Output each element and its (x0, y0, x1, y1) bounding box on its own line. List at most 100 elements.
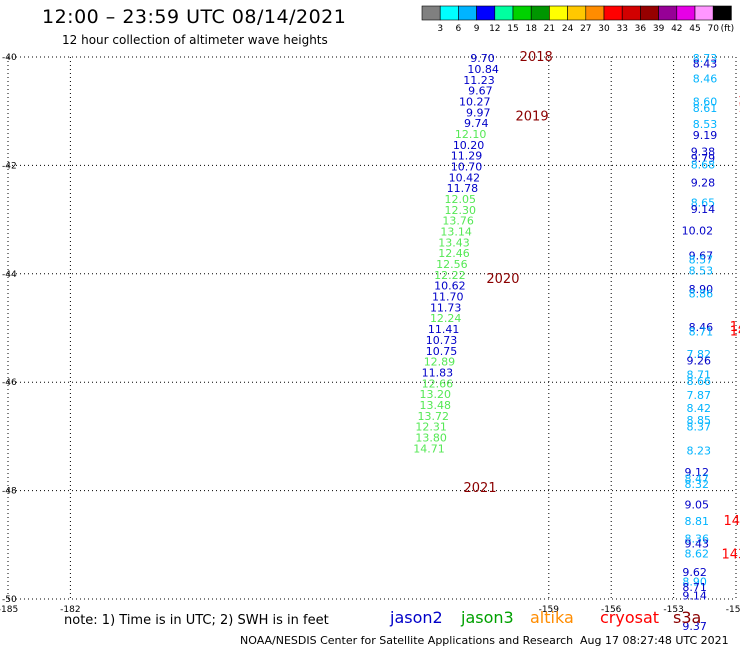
color-scale-swatch (421, 5, 441, 21)
color-scale-label: 70 (707, 24, 719, 34)
wave-height-point: 8.71 (687, 369, 712, 382)
wave-height-point: 8.73 (693, 52, 718, 65)
color-scale-label: 3 (437, 24, 443, 34)
wave-height-point: 8.53 (693, 118, 718, 131)
track-time-label: 2019 (516, 110, 549, 125)
satellite-legend-s3a: s3a (673, 608, 702, 627)
credit-line: NOAA/NESDIS Center for Satellite Applica… (240, 634, 574, 647)
wave-height-point: 9.62 (682, 566, 707, 579)
color-scale-swatch (530, 5, 550, 21)
wave-height-point: 8.90 (689, 283, 714, 296)
y-tick-label: -40 (2, 53, 17, 63)
wave-height-point: 8.46 (693, 73, 718, 86)
wave-height-point: 9.70 (470, 52, 495, 65)
color-scale-label: 45 (689, 24, 700, 34)
track-time-label: 1428 (738, 94, 740, 109)
wave-height-point: 12.05 (445, 193, 477, 206)
color-scale-swatch (585, 5, 605, 21)
wave-height-point: 8.46 (689, 321, 714, 334)
wave-height-point: 8.86 (689, 287, 714, 300)
wave-height-point: 8.71 (689, 325, 714, 338)
color-scale-unit: (ft) (721, 24, 735, 34)
wave-height-point: 10.75 (426, 345, 458, 358)
wave-height-point: 8.62 (684, 547, 709, 560)
chart-title: 12:00 – 23:59 UTC 08/14/2021 (42, 6, 347, 28)
color-scale-label: 21 (544, 24, 555, 34)
generation-timestamp: Aug 17 08:27:48 UTC 2021 (580, 634, 729, 647)
track-time-label: 2018 (520, 50, 553, 65)
track-time-label: 1428 (738, 101, 740, 116)
x-tick-label: -156 (601, 605, 622, 615)
color-scale-label: 42 (671, 24, 682, 34)
footer-note: note: 1) Time is in UTC; 2) SWH is in fe… (64, 613, 329, 628)
satellite-legend-jason3: jason3 (461, 608, 514, 627)
wave-height-point: 8.81 (684, 515, 709, 528)
wave-height-point: 8.68 (691, 158, 716, 171)
color-scale-swatch (603, 5, 623, 21)
color-scale-label: 27 (580, 24, 591, 34)
wave-height-point: 10.02 (682, 224, 714, 237)
wave-height-point: 9.14 (682, 590, 707, 603)
wave-height-point: 13.76 (442, 215, 474, 228)
color-scale-swatch (621, 5, 641, 21)
color-scale-label: 9 (474, 24, 480, 34)
wave-height-point: 10.73 (426, 334, 458, 347)
x-tick-label: -153 (663, 605, 683, 615)
wave-height-point: 10.20 (453, 139, 485, 152)
wave-height-point: 11.73 (430, 301, 462, 314)
wave-height-point: 9.14 (691, 203, 716, 216)
wave-height-point: 12.31 (415, 421, 447, 434)
color-scale-swatch (694, 5, 714, 21)
track-time-label: 1429 (730, 324, 740, 339)
color-scale-swatch (676, 5, 696, 21)
wave-height-point: 11.41 (428, 323, 460, 336)
x-tick-label: -150 (726, 605, 740, 615)
track-time-label: 2020 (486, 272, 519, 287)
y-tick-label: -44 (2, 270, 17, 280)
y-tick-label: -42 (2, 161, 17, 171)
color-scale-swatch (494, 5, 514, 21)
x-tick-label: -159 (539, 605, 560, 615)
wave-height-point: 11.78 (447, 182, 479, 195)
wave-height-point: 8.32 (684, 478, 709, 491)
wave-height-point: 14.71 (413, 442, 445, 455)
wave-height-point: 7.87 (687, 389, 712, 402)
wave-height-point: 9.26 (687, 355, 712, 368)
wave-height-point: 12.22 (434, 269, 466, 282)
satellite-legend-altika: altika (530, 608, 574, 627)
wave-height-point: 8.36 (684, 532, 709, 545)
wave-height-point: 10.70 (451, 160, 483, 173)
wave-height-point: 13.20 (420, 388, 452, 401)
wave-height-point: 8.85 (687, 414, 712, 427)
wave-height-point: 9.19 (693, 129, 718, 142)
track-time-label: 1429 (730, 320, 740, 335)
wave-height-point: 10.84 (467, 63, 499, 76)
wave-height-point: 9.67 (468, 85, 493, 98)
wave-height-point: 9.79 (691, 152, 716, 165)
color-scale-label: 15 (507, 24, 518, 34)
wave-height-point: 8.43 (693, 58, 718, 71)
wave-height-point: 12.46 (438, 247, 470, 260)
chart-subtitle: 12 hour collection of altimeter wave hei… (62, 33, 328, 47)
wave-height-point: 13.48 (420, 399, 452, 412)
color-scale-swatch (458, 5, 477, 21)
wave-height-point: 8.90 (682, 576, 707, 589)
wave-height-point: 8.47 (684, 473, 709, 486)
color-scale-label: 30 (598, 24, 610, 34)
wave-height-point: 9.67 (689, 249, 714, 262)
color-scale-label: 18 (525, 24, 537, 34)
wave-height-point: 8.71 (682, 581, 707, 594)
color-scale-swatch (567, 5, 587, 21)
wave-height-point: 12.66 (422, 377, 454, 390)
wave-height-point: 8.61 (693, 102, 718, 115)
wave-height-point: 9.37 (682, 620, 707, 633)
wave-height-point: 9.43 (684, 538, 709, 551)
wave-height-point: 7.82 (687, 348, 712, 361)
color-scale-swatch (549, 5, 568, 21)
wave-height-point: 10.62 (434, 280, 466, 293)
wave-height-point: 9.05 (684, 499, 709, 512)
wave-height-point: 9.74 (464, 117, 489, 130)
wave-height-point: 8.37 (687, 421, 712, 434)
